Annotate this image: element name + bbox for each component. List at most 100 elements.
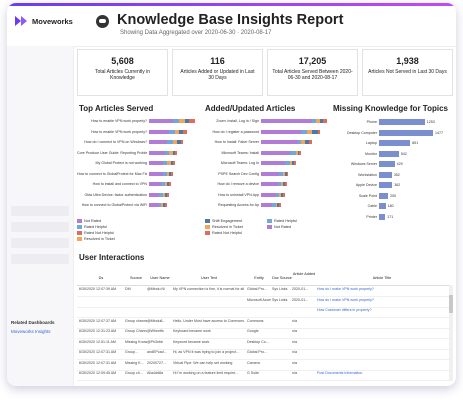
legend-item: Rated Helpful — [77, 225, 107, 229]
bar-stack — [261, 150, 302, 155]
table-row[interactable]: 6/30/2020 12:07:39 AM DM @Mindu Ni My VPN c… — [77, 286, 453, 297]
bar-row[interactable]: Workstation 352 — [333, 171, 400, 178]
bar-row[interactable]: How to install and connect to VPN — [77, 182, 171, 186]
table-row[interactable]: 6/30/2020 12:07:37 AM Group channel @Mindu… — [77, 318, 453, 329]
column-header[interactable]: Source — [129, 276, 143, 280]
article-title-link[interactable]: How Customer differs in property? — [317, 308, 372, 312]
bar-segment — [286, 171, 289, 176]
scrollbar-thumb[interactable] — [449, 295, 453, 313]
table-row[interactable]: 6/30/2020 12:09:45 AM Group ch... Alla4dd8… — [77, 370, 453, 381]
table-row[interactable]: 6/30/2020 12:07:31 AM Group... andEPcad...… — [77, 349, 453, 360]
table-row[interactable]: How Customer differs in property? — [77, 307, 453, 318]
bar-row[interactable]: PSPE Search Dev Config — [205, 171, 289, 176]
bar-row[interactable]: Zoom: Install, Log In / Sign — [205, 119, 327, 123]
table-row[interactable]: 6/30/2020 12:31:23 AM Group Channel @Wheet… — [77, 328, 453, 339]
bar-segment — [301, 129, 307, 134]
bar-label: Apple Device — [355, 183, 377, 187]
bar-segment — [284, 171, 287, 176]
legend-label: Rated Helpful — [84, 225, 108, 229]
table-cell: andEPcad... — [147, 350, 167, 354]
bar-row[interactable]: How do I remove a device — [205, 182, 287, 186]
bar-segment — [275, 203, 278, 207]
bar-segment — [173, 150, 175, 155]
bar-stack — [149, 119, 195, 123]
bar-segment — [279, 203, 282, 207]
bar-row[interactable]: Requesting Access for Ap — [205, 203, 282, 207]
column-header[interactable]: Doc Source — [272, 276, 292, 280]
article-title-link[interactable]: How do I make VPN work properly? — [317, 297, 374, 302]
column-header[interactable]: Article Added — [292, 272, 316, 276]
bar-row[interactable]: Microsoft Teams: Install — [205, 150, 302, 155]
bar-row[interactable]: Apple Device 362 — [333, 182, 400, 188]
bar-segment — [169, 129, 175, 134]
sidebar-filter-2[interactable] — [11, 222, 69, 232]
bar-segment — [290, 150, 296, 155]
kpi-label: Articles Not Served in Last 30 Days — [368, 69, 447, 75]
table-row[interactable]: Microsoft AccessSys Links 2020-01... How d… — [77, 297, 453, 308]
bar-label: How to connect to GlobalProtect via WiFi — [81, 203, 147, 207]
bar-row[interactable]: Scale Point 250 — [333, 192, 396, 199]
legend-label: Resolved in Ticket — [84, 237, 115, 241]
table-cell: Group ch... — [125, 371, 143, 375]
sidebar-filter-4[interactable] — [11, 254, 69, 264]
column-header[interactable]: Article Title — [372, 276, 392, 280]
bar-value: 171 — [387, 214, 394, 219]
sidebar-filter-1[interactable] — [11, 206, 69, 216]
table-cell: n/a — [292, 329, 297, 333]
legend-swatch — [205, 231, 210, 235]
added-updated-chart: Zoom: Install, Log In / Sign How do I reg… — [205, 119, 329, 215]
table-row[interactable]: 6/30/2020 12:51:11 AM Missing Knowledge@P… — [77, 339, 453, 350]
bar-row[interactable]: Okta Ultra Device: factor authentication — [77, 192, 169, 197]
column-header[interactable]: Entity — [254, 276, 264, 280]
bar-segment — [165, 150, 169, 155]
bar-value: 429 — [396, 162, 403, 166]
bar-row[interactable]: How to enable VPN work properly? — [77, 129, 187, 134]
bar-segment — [297, 140, 302, 144]
bar-row[interactable]: How do I register a password — [205, 129, 320, 134]
bar-row[interactable]: Printer 171 — [333, 213, 394, 220]
legend-label: Rated Helpful — [274, 219, 298, 223]
owl-icon — [96, 15, 109, 28]
bar-row[interactable]: How do I connect to VPN on Windows? — [77, 140, 183, 144]
bar-segment — [304, 140, 309, 144]
table-cell: Sys Links — [272, 297, 288, 302]
bar-row[interactable]: How to connect to GlobalProtect for Mac … — [77, 171, 173, 176]
bar-row[interactable]: Microsoft Teams: Log In — [205, 161, 296, 165]
bar-value: 851 — [412, 141, 419, 145]
legend-swatch — [267, 219, 272, 223]
bar-row[interactable]: Windows Server 429 — [333, 161, 403, 167]
sidebar-filter-3[interactable] — [11, 238, 69, 248]
bar-segment — [292, 161, 294, 165]
bar-segment — [261, 203, 272, 207]
column-header[interactable]: User Name — [150, 276, 170, 280]
legend-label: Rated Not Helpful — [212, 231, 242, 235]
bar-row[interactable]: My Global Protect is not working — [77, 161, 175, 165]
logo-text: Moveworks — [32, 16, 73, 26]
column-header[interactable]: Ds — [98, 276, 104, 280]
bar-value: 180 — [387, 204, 394, 208]
bar-row[interactable]: Core Produce User Guide: Reporting Probl… — [77, 150, 177, 155]
column-header[interactable]: User Text — [201, 276, 217, 280]
bar-segment — [272, 203, 276, 207]
bar-row[interactable]: How to connect to GlobalProtect via WiFi — [77, 203, 167, 207]
related-dashboard-link[interactable]: Moveworks Insights — [11, 329, 51, 334]
article-title-link[interactable]: Post Documents Information — [317, 371, 363, 375]
bar-segment — [163, 171, 167, 176]
table-scrollbar[interactable] — [449, 285, 453, 381]
bar-row[interactable]: Cable 180 — [333, 203, 394, 209]
bar-row[interactable]: Monitor 542 — [333, 150, 407, 157]
bar-segment — [159, 203, 161, 207]
bar-segment — [175, 150, 177, 155]
legend-swatch — [77, 237, 82, 241]
bar-row[interactable]: Laptop 851 — [333, 140, 418, 146]
kpi-row: 5,608 Total Articles Currently in Knowle… — [77, 49, 453, 96]
table-row[interactable]: 6/30/2020 12:07:31 AM Missing K... 2020072… — [77, 360, 453, 371]
bar-row[interactable]: Phone 1253 — [333, 119, 435, 125]
article-title-link[interactable]: How do I make VPN work properly? — [317, 287, 374, 291]
bar-row[interactable]: How to uninstall VPN App — [205, 192, 285, 197]
bar-row[interactable]: How to Install: Faker Server — [205, 140, 313, 144]
bar-segment — [179, 129, 183, 134]
bar-row[interactable]: Desktop Computer 1477 — [333, 129, 443, 136]
bar-row[interactable]: How to enable VPN work properly? — [77, 119, 195, 123]
bar-stack — [261, 129, 320, 134]
